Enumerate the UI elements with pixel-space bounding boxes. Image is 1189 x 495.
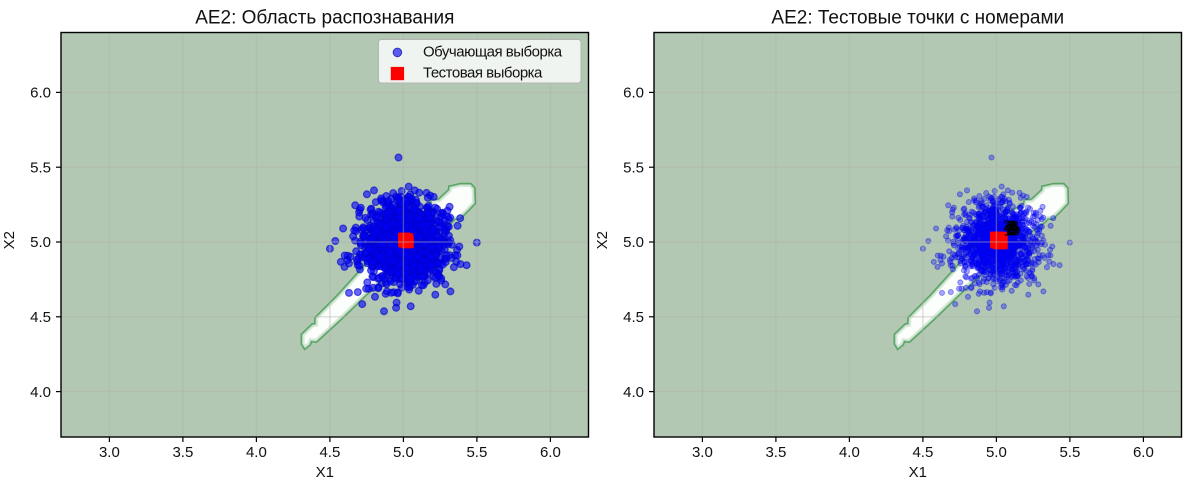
svg-text:4.5: 4.5 <box>319 444 340 461</box>
svg-text:5.5: 5.5 <box>466 444 487 461</box>
svg-text:5.0: 5.0 <box>393 444 414 461</box>
svg-text:6.0: 6.0 <box>30 85 51 102</box>
svg-text:4.0: 4.0 <box>839 444 860 461</box>
svg-text:5.0: 5.0 <box>30 234 51 251</box>
svg-text:X2: X2 <box>594 231 611 249</box>
svg-text:5.0: 5.0 <box>623 234 644 251</box>
svg-text:4.5: 4.5 <box>30 309 51 326</box>
svg-text:4.5: 4.5 <box>912 444 933 461</box>
svg-text:3.5: 3.5 <box>172 444 193 461</box>
svg-text:Обучающая выборка: Обучающая выборка <box>423 44 563 61</box>
svg-text:6.0: 6.0 <box>623 85 644 102</box>
svg-text:4.0: 4.0 <box>623 384 644 401</box>
svg-text:5.5: 5.5 <box>1059 444 1080 461</box>
svg-text:6.0: 6.0 <box>540 444 561 461</box>
svg-text:AE2: Тестовые точки с номерами: AE2: Тестовые точки с номерами <box>771 8 1064 29</box>
svg-text:3.0: 3.0 <box>692 444 713 461</box>
svg-text:4.0: 4.0 <box>30 384 51 401</box>
svg-text:4.0: 4.0 <box>246 444 267 461</box>
svg-text:5.5: 5.5 <box>30 159 51 176</box>
svg-text:Тестовая выборка: Тестовая выборка <box>423 65 543 82</box>
svg-text:5.0: 5.0 <box>986 444 1007 461</box>
svg-text:8: 8 <box>1007 222 1015 239</box>
svg-text:3.0: 3.0 <box>99 444 120 461</box>
svg-text:AE2: Область распознавания: AE2: Область распознавания <box>195 8 454 29</box>
svg-text:3.5: 3.5 <box>765 444 786 461</box>
svg-text:X1: X1 <box>909 464 927 481</box>
svg-text:X2: X2 <box>1 231 18 249</box>
svg-text:5.5: 5.5 <box>623 159 644 176</box>
svg-text:X1: X1 <box>316 464 334 481</box>
svg-text:4.5: 4.5 <box>623 309 644 326</box>
svg-text:6.0: 6.0 <box>1133 444 1154 461</box>
